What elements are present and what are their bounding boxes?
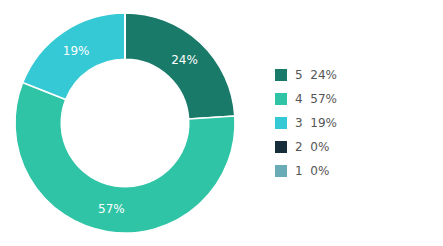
- legend-swatch: [275, 69, 287, 81]
- slices: [15, 13, 235, 233]
- data-label: 24%: [171, 53, 198, 67]
- legend-item: 1 0%: [275, 164, 329, 178]
- legend-item: 3 19%: [275, 116, 337, 130]
- legend-item: 2 0%: [275, 140, 329, 154]
- legend-swatch: [275, 117, 287, 129]
- legend-item: 5 24%: [275, 68, 337, 82]
- chart: 24% 57% 19% 5 24% 4 57% 3 19% 2 0% 1 0%: [0, 0, 443, 246]
- data-label: 57%: [98, 202, 125, 216]
- legend-item: 4 57%: [275, 92, 337, 106]
- legend-label: 5 24%: [295, 68, 337, 82]
- legend-label: 3 19%: [295, 116, 337, 130]
- slice: [15, 83, 235, 233]
- slice: [124, 13, 126, 59]
- legend-swatch: [275, 165, 287, 177]
- legend-swatch: [275, 141, 287, 153]
- legend-label: 2 0%: [295, 140, 329, 154]
- slice: [125, 13, 235, 119]
- slice: [124, 13, 126, 59]
- legend-label: 1 0%: [295, 164, 329, 178]
- slice: [23, 13, 125, 100]
- legend: 5 24% 4 57% 3 19% 2 0% 1 0%: [275, 68, 337, 178]
- data-labels: 24% 57% 19%: [63, 44, 198, 216]
- data-label: 19%: [63, 44, 90, 58]
- legend-swatch: [275, 93, 287, 105]
- legend-label: 4 57%: [295, 92, 337, 106]
